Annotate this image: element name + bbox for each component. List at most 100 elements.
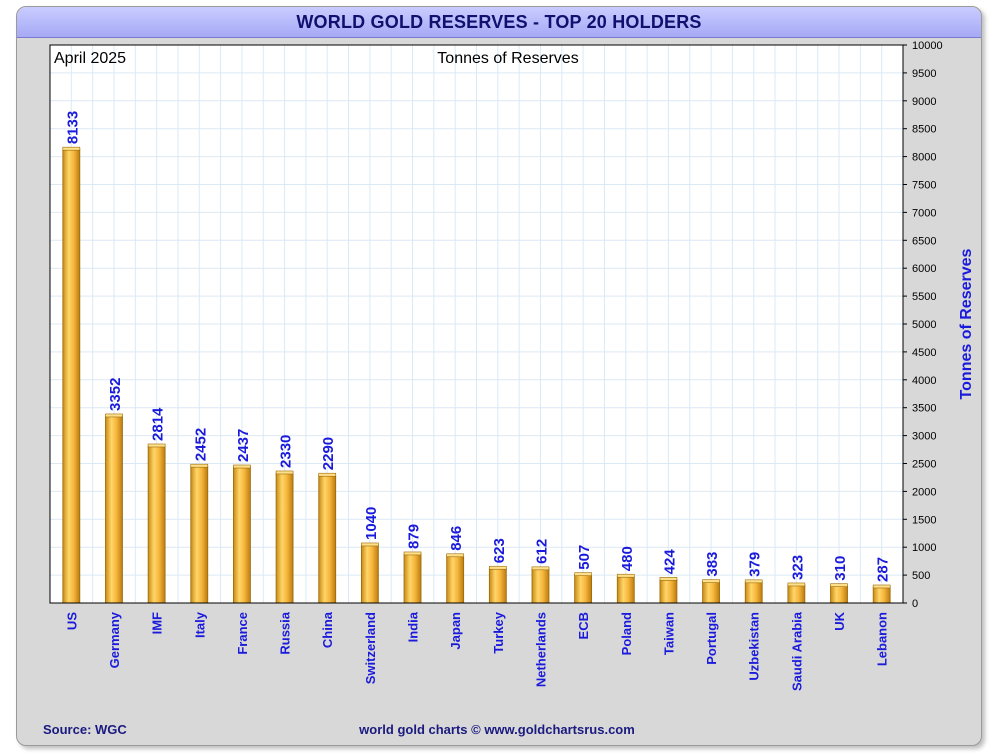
- chart-title: WORLD GOLD RESERVES - TOP 20 HOLDERS: [296, 12, 702, 32]
- value-label: 1040: [363, 507, 380, 540]
- bar: [147, 445, 166, 604]
- y-tick-label: 6000: [912, 263, 936, 275]
- y-tick-label: 0: [912, 598, 918, 610]
- bar-top: [787, 582, 806, 587]
- bar: [105, 415, 123, 604]
- y-tick-label: 2000: [912, 486, 936, 498]
- date-label: April 2025: [54, 50, 126, 67]
- value-label: 2814: [150, 407, 167, 441]
- value-label: 623: [491, 538, 508, 563]
- category-label: UK: [832, 611, 847, 630]
- category-label: Netherlands: [533, 612, 548, 687]
- bar-top: [190, 463, 209, 468]
- bar-top: [659, 577, 678, 581]
- bar: [531, 568, 550, 604]
- bar: [488, 567, 507, 604]
- bar: [62, 148, 81, 604]
- y-tick-label: 1000: [912, 542, 936, 554]
- category-label: France: [235, 612, 250, 655]
- category-label: Portugal: [704, 612, 719, 665]
- bar-top: [105, 413, 123, 418]
- bar-top: [616, 573, 635, 578]
- title-bar: WORLD GOLD RESERVES - TOP 20 HOLDERS: [17, 7, 981, 38]
- bar: [360, 544, 379, 604]
- bar-top: [62, 146, 81, 151]
- value-label: 8133: [64, 111, 81, 144]
- value-label: 3352: [107, 378, 124, 411]
- bar-top: [489, 565, 507, 570]
- value-label: 2452: [192, 428, 209, 461]
- value-label: 879: [406, 524, 423, 549]
- y-tick-label: 4000: [912, 375, 936, 387]
- category-label: Lebanon: [875, 612, 890, 666]
- value-label: 323: [789, 555, 806, 580]
- y-tick-label: 7500: [912, 180, 936, 192]
- y-tick-label: 9500: [912, 68, 936, 80]
- bar: [574, 574, 593, 604]
- bar-top: [702, 579, 720, 583]
- category-label: Taiwan: [661, 612, 676, 655]
- value-label: 507: [576, 545, 593, 570]
- value-label: 287: [875, 557, 892, 582]
- category-label: Turkey: [491, 611, 506, 653]
- category-label: Switzerland: [363, 612, 378, 684]
- value-label: 2330: [278, 435, 295, 468]
- y-tick-label: 3000: [912, 431, 936, 443]
- category-label: Japan: [448, 612, 463, 650]
- value-label: 846: [448, 526, 465, 551]
- bar-top: [446, 553, 464, 558]
- y-tick-label: 2500: [912, 459, 936, 471]
- bar: [744, 581, 763, 604]
- bar-top: [403, 551, 422, 556]
- bar-top: [275, 470, 294, 475]
- bar-top: [361, 542, 379, 547]
- bar-top: [872, 584, 891, 589]
- bar-top: [318, 472, 337, 477]
- value-label: 379: [747, 552, 764, 577]
- y-tick-label: 6500: [912, 235, 936, 247]
- category-label: India: [406, 611, 421, 642]
- y-tick-label: 500: [912, 570, 930, 582]
- category-label: Uzbekistan: [747, 612, 762, 681]
- bar: [616, 575, 635, 604]
- bar-top: [233, 464, 251, 469]
- subtitle-label: Tonnes of Reserves: [437, 50, 578, 67]
- category-label: Russia: [278, 611, 293, 654]
- value-label: 424: [661, 549, 678, 575]
- bar: [233, 466, 251, 604]
- value-label: 480: [619, 546, 636, 571]
- plot-border: [49, 44, 904, 604]
- bar: [659, 578, 678, 604]
- category-label: China: [320, 611, 335, 648]
- y-tick-label: 8500: [912, 124, 936, 136]
- category-label: ECB: [576, 612, 591, 639]
- source-label: Source: WGC: [43, 722, 127, 737]
- y-tick-label: 7000: [912, 207, 936, 219]
- bar: [190, 465, 209, 604]
- y-tick-label: 5000: [912, 319, 936, 331]
- bar-top: [531, 566, 550, 571]
- bar: [403, 553, 422, 604]
- y-axis-title: Tonnes of Reserves: [958, 248, 975, 399]
- y-tick-label: 3500: [912, 403, 936, 415]
- category-label: IMF: [150, 612, 165, 634]
- bar: [787, 584, 806, 604]
- category-label: Poland: [619, 612, 634, 655]
- bar-top: [147, 443, 166, 448]
- category-label: Saudi Arabia: [789, 611, 804, 691]
- value-label: 612: [533, 539, 550, 564]
- y-tick-label: 9000: [912, 96, 936, 108]
- category-label: US: [64, 612, 79, 630]
- y-tick-label: 5500: [912, 291, 936, 303]
- value-label: 2290: [320, 437, 337, 470]
- bar: [702, 581, 720, 604]
- category-label: Italy: [192, 611, 207, 638]
- value-label: 383: [704, 552, 721, 577]
- value-label: 2437: [235, 429, 252, 462]
- bar-top: [830, 583, 848, 588]
- bar: [318, 474, 337, 604]
- bar-top: [744, 579, 763, 584]
- value-label: 310: [832, 556, 849, 581]
- credit-label: world gold charts © www.goldchartsrus.co…: [359, 722, 635, 737]
